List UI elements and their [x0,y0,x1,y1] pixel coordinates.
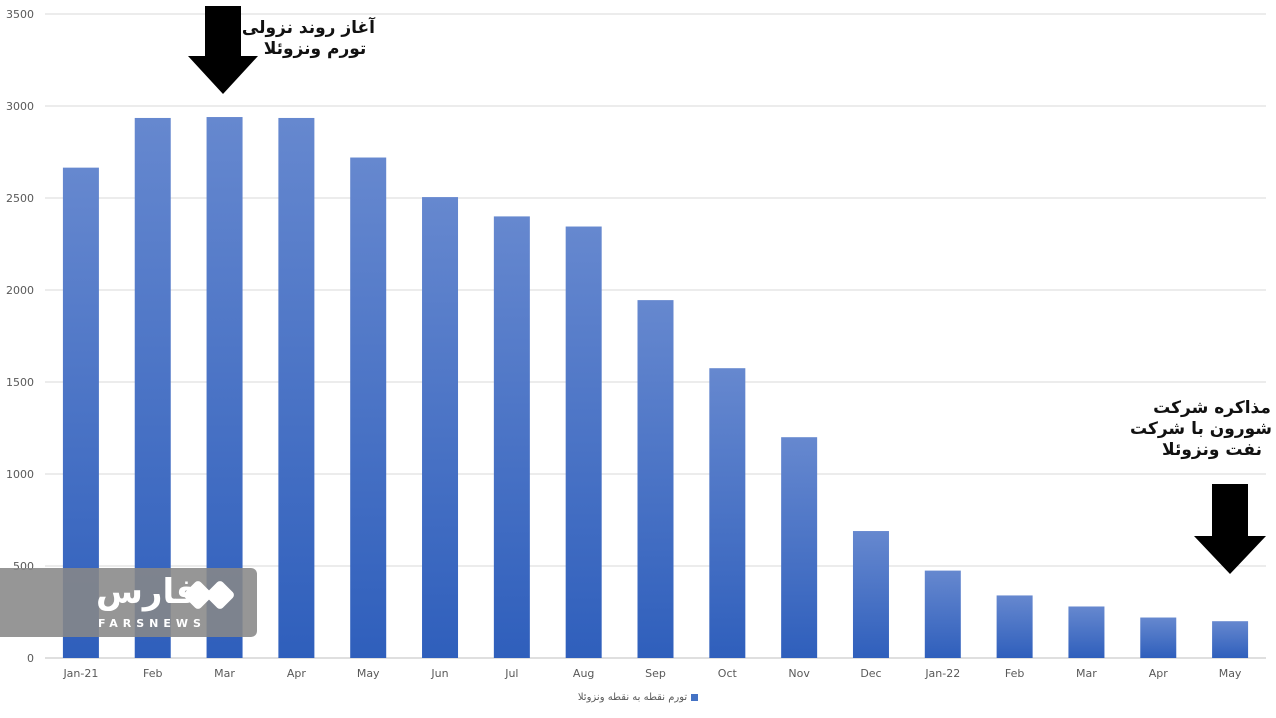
watermark-wordmark: فارس [96,572,198,612]
bar [1212,621,1249,658]
x-tick-label: Oct [718,667,738,680]
bar [493,216,530,658]
down-arrow-icon [1194,484,1266,574]
annotation-line: آغاز روند نزولی [241,18,375,38]
bar [1140,617,1177,658]
y-tick-label: 3500 [6,8,34,21]
bar [996,595,1033,658]
y-tick-label: 0 [27,652,34,665]
y-tick-label: 3000 [6,100,34,113]
legend-swatch [691,693,699,701]
y-tick-label: 2500 [6,192,34,205]
annotation-line: نفت ونزوئلا [1162,440,1262,460]
x-tick-label: May [1219,667,1242,680]
legend-label: تورم نقطه به نقطه ونزوئلا [577,692,688,703]
down-arrow-icon [188,6,258,94]
x-tick-label: Feb [143,667,162,680]
farsnews-watermark: فارس FARSNEWS [0,568,257,637]
x-tick-label: Mar [214,667,235,680]
bar [422,197,459,658]
x-tick-label: Feb [1005,667,1024,680]
bar [924,570,961,658]
chart-legend: تورم نقطه به نقطه ونزوئلا [0,692,1276,703]
bar [278,117,315,658]
annotation-line: تورم ونزوئلا [263,39,367,59]
x-tick-label: Apr [1149,667,1169,680]
y-tick-label: 1500 [6,376,34,389]
x-tick-label: Aug [573,667,594,680]
annotation-chevron-negotiation: مذاکره شرکت شورون با شرکت نفت ونزوئلا [1129,398,1272,461]
x-tick-label: Jul [504,667,518,680]
watermark-subtitle: FARSNEWS [98,617,206,630]
x-tick-label: Jan-22 [924,667,960,680]
bar [852,531,889,658]
annotation-line: شورون با شرکت [1129,419,1272,439]
bar [637,300,674,658]
x-tick-label: Jun [430,667,448,680]
x-tick-label: Nov [788,667,810,680]
x-tick-label: May [357,667,380,680]
x-tick-label: Dec [860,667,881,680]
bar [134,117,171,658]
farsnews-logo-icon [184,581,234,609]
bar [781,437,818,658]
x-tick-label: Sep [645,667,666,680]
x-axis-tick-labels: Jan-21 Feb Mar Apr May Jun Jul Aug Sep Oct Nov Dec J… [62,667,1242,680]
bar [350,157,387,658]
annotation-decline-start: آغاز روند نزولی تورم ونزوئلا [241,18,375,60]
annotation-line: مذاکره شرکت [1153,398,1271,418]
bar [206,117,243,659]
bar [1068,606,1105,658]
x-tick-label: Jan-21 [62,667,98,680]
x-tick-label: Apr [287,667,307,680]
bar [565,226,602,658]
y-tick-label: 2000 [6,284,34,297]
y-tick-label: 1000 [6,468,34,481]
bar [709,368,746,658]
x-tick-label: Mar [1076,667,1097,680]
